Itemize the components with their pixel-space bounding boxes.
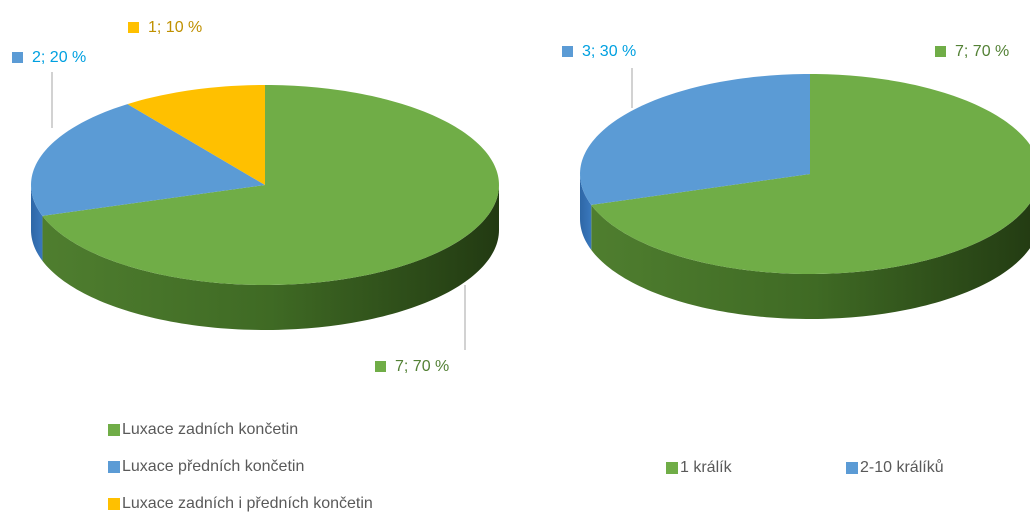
slice: [591, 74, 1030, 274]
data-label: 2; 20 %: [32, 49, 86, 66]
slice: [31, 104, 265, 216]
label-key: [375, 361, 386, 372]
slice-side: [31, 185, 43, 261]
legend-label: 1 králík: [680, 459, 733, 476]
legend-label: 2-10 králíků: [860, 458, 944, 476]
slice: [42, 85, 499, 285]
data-label: 3; 30 %: [582, 43, 636, 60]
legend-key: [108, 424, 120, 436]
label-key: [128, 22, 139, 33]
legend-key: [108, 498, 120, 510]
data-label: 7; 70 %: [395, 358, 449, 375]
label-key: [12, 52, 23, 63]
slice-side: [591, 203, 1030, 319]
label-key: [562, 46, 573, 57]
label-key: [935, 46, 946, 57]
data-label: 1; 10 %: [148, 19, 202, 36]
legend-key: [846, 462, 858, 474]
legend-label: Luxace zadních končetin: [122, 421, 298, 438]
slice-side: [580, 174, 592, 250]
data-label: 7; 70 %: [955, 43, 1009, 60]
legend-key: [666, 462, 678, 474]
slice: [580, 74, 810, 205]
legend-key: [108, 461, 120, 473]
slice-side: [42, 185, 500, 330]
slice: [127, 85, 265, 185]
legend-label: Luxace předních končetin: [122, 458, 304, 475]
legend-label: Luxace zadních i předních končetin: [122, 495, 373, 512]
